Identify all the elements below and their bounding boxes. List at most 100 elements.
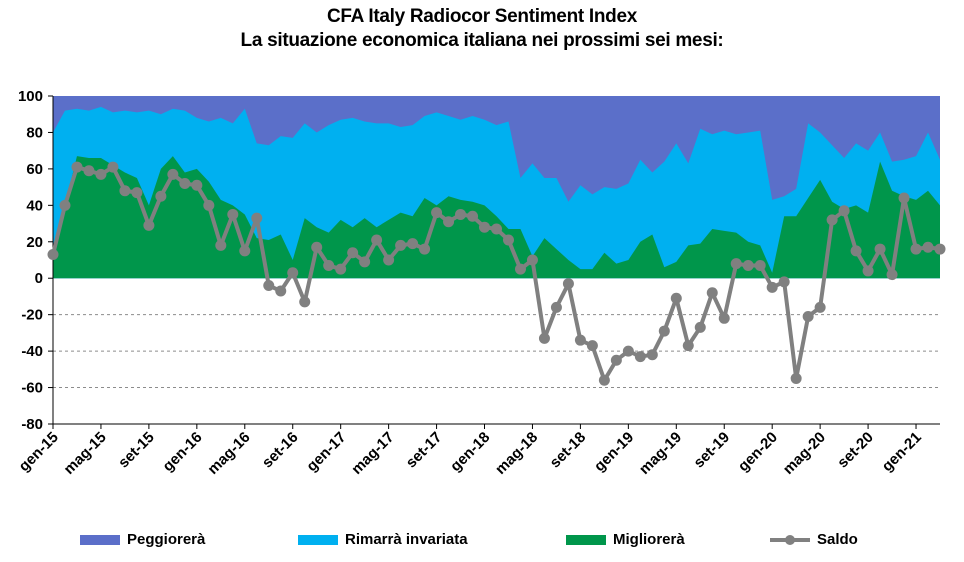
legend-label-peggiorera: Peggiorerà	[127, 531, 206, 548]
saldo-point	[778, 276, 790, 288]
saldo-point	[874, 243, 886, 255]
saldo-point	[862, 265, 874, 277]
saldo-point	[598, 374, 610, 386]
saldo-point	[191, 179, 203, 191]
saldo-point	[299, 296, 311, 308]
saldo-point	[682, 340, 694, 352]
chart-subtitle: La situazione economica italiana nei pro…	[240, 30, 724, 51]
saldo-point	[251, 212, 263, 224]
x-tick-label: mag-19	[636, 429, 685, 478]
saldo-point	[514, 263, 526, 275]
saldo-point	[622, 345, 634, 357]
saldo-point	[83, 165, 95, 177]
saldo-point	[754, 259, 766, 271]
legend-swatch-rimarra	[298, 534, 338, 545]
saldo-point	[95, 168, 107, 180]
saldo-point	[526, 254, 538, 266]
saldo-point	[706, 287, 718, 299]
saldo-point	[562, 278, 574, 290]
chart-title: CFA Italy Radiocor Sentiment Index	[326, 6, 638, 27]
saldo-point	[634, 351, 646, 363]
saldo-point	[347, 247, 359, 259]
legend-label-rimarra: Rimarrà invariata	[345, 531, 468, 548]
saldo-point	[718, 312, 730, 324]
saldo-point	[790, 372, 802, 384]
saldo-point	[910, 243, 922, 255]
saldo-point	[155, 190, 167, 202]
x-tick-label: set-20	[834, 429, 877, 472]
x-tick-label: gen-16	[159, 429, 205, 475]
x-tick-label: mag-17	[348, 429, 397, 478]
x-tick-label: gen-15	[16, 429, 62, 475]
saldo-point	[443, 216, 455, 228]
y-tick-label: -60	[21, 380, 43, 397]
saldo-point	[898, 192, 910, 204]
x-tick-label: mag-15	[61, 429, 110, 478]
legend-swatch-migliorera	[566, 534, 606, 545]
saldo-point	[395, 239, 407, 251]
saldo-point	[287, 267, 299, 279]
saldo-point	[586, 340, 598, 352]
legend-swatch-saldo	[770, 533, 810, 547]
x-tick-label: set-16	[259, 429, 302, 472]
saldo-point	[550, 301, 562, 313]
saldo-point	[455, 208, 467, 220]
x-tick-label: set-18	[547, 429, 590, 472]
x-tick-label: set-19	[690, 429, 733, 472]
y-tick-label: 60	[26, 161, 43, 178]
saldo-point	[227, 208, 239, 220]
saldo-point	[814, 301, 826, 313]
saldo-point	[886, 269, 898, 281]
saldo-point	[479, 221, 491, 233]
saldo-layer	[47, 161, 946, 386]
legend: Peggiorerà Rimarrà invariata Migliorerà …	[0, 531, 964, 555]
saldo-point	[167, 168, 179, 180]
saldo-point	[742, 259, 754, 271]
saldo-point	[431, 207, 443, 219]
y-tick-label: -80	[21, 416, 43, 433]
saldo-point	[263, 280, 275, 292]
legend-item-migliorera: Migliorerà	[566, 531, 685, 548]
area-layer	[53, 96, 940, 279]
saldo-point	[574, 334, 586, 346]
saldo-point	[838, 205, 850, 217]
saldo-point	[658, 325, 670, 337]
saldo-point	[239, 245, 251, 257]
saldo-point	[467, 210, 479, 222]
saldo-point	[850, 245, 862, 257]
x-tick-label: mag-16	[204, 429, 253, 478]
legend-swatch-peggiorera	[80, 534, 120, 545]
saldo-point	[826, 214, 838, 226]
y-tick-label: -20	[21, 307, 43, 324]
legend-item-saldo: Saldo	[770, 531, 858, 548]
saldo-point	[730, 258, 742, 270]
legend-label-migliorera: Migliorerà	[613, 531, 685, 548]
saldo-point	[143, 219, 155, 231]
x-tick-label: gen-20	[735, 429, 781, 475]
saldo-point	[802, 310, 814, 322]
saldo-point	[407, 238, 419, 250]
saldo-point	[275, 285, 287, 297]
y-tick-label: 20	[26, 234, 43, 251]
saldo-point	[215, 239, 227, 251]
area-migliorera	[53, 156, 940, 279]
saldo-point	[610, 354, 622, 366]
saldo-point	[359, 256, 371, 268]
legend-label-saldo: Saldo	[817, 531, 858, 548]
x-tick-label: mag-20	[780, 429, 829, 478]
saldo-point	[311, 241, 323, 253]
x-tick-label: gen-21	[879, 429, 925, 475]
x-tick-label: gen-18	[447, 429, 493, 475]
x-tick-label: mag-18	[492, 429, 541, 478]
saldo-point	[538, 332, 550, 344]
y-tick-label: 40	[26, 197, 43, 214]
saldo-point	[419, 243, 431, 255]
saldo-point	[922, 241, 934, 253]
legend-item-peggiorera: Peggiorerà	[80, 531, 205, 548]
saldo-point	[107, 161, 119, 173]
saldo-point	[119, 185, 131, 197]
y-tick-label: 80	[26, 124, 43, 141]
x-tick-label: set-17	[403, 429, 446, 472]
y-tick-label: 100	[18, 88, 43, 105]
